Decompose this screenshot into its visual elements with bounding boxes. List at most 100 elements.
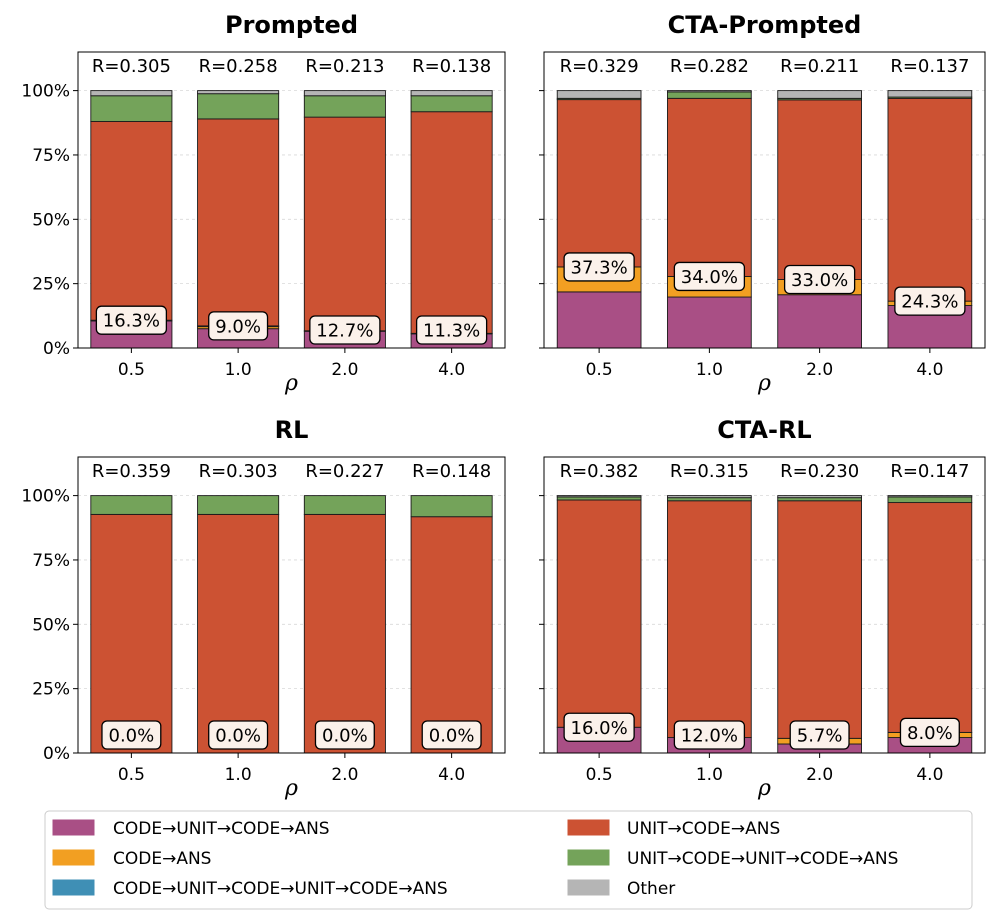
legend-label-unit-code-ans: UNIT→CODE→ANS [627,819,780,839]
bar-segment-other [90,90,173,97]
share-annotation-box [563,712,635,742]
panel-title: RL [275,416,309,444]
y-tick-label: 25% [32,275,70,295]
r-value-label: R=0.211 [780,56,859,77]
legend-frame [44,810,973,910]
x-axis-label: ρ [284,776,298,801]
x-tick-label: 0.5 [586,765,613,785]
bar-segment-unit-code-unit-code-ans [303,495,386,515]
bar-segment-unit-code-unit-code-ans [197,93,280,120]
bar-segment-unit-code-ans [90,121,173,321]
x-tick-label: 2.0 [806,765,833,785]
bar-segment-unit-code-unit-code-ans [556,496,642,501]
bar-segment-unit-code-unit-code-ans [303,95,386,118]
share-annotation-box [673,720,746,750]
x-tick-label: 0.5 [586,360,613,380]
share-annotation-box [314,720,375,750]
share-annotation-label: 33.0% [791,270,848,291]
bar-segment-unit-code-ans [777,99,862,280]
y-tick-label: 100% [21,82,70,102]
r-value-label: R=0.329 [560,56,639,77]
legend-swatch-other [566,878,611,897]
x-axis-label: ρ [757,776,771,801]
y-tick-label: 0% [43,744,70,764]
y-tick-label: 75% [32,551,70,571]
x-tick-label: 4.0 [438,360,465,380]
legend-swatch-unit-code-unit-code-ans [566,848,611,867]
share-annotation-label: 0.0% [322,726,368,747]
share-annotation-label: 5.7% [797,726,843,747]
plot-frame [77,51,506,349]
bar-segment-unit-code-unit-code-ans [90,495,173,515]
bar-segment-other [556,495,642,498]
r-value-label: R=0.382 [560,461,639,482]
panel-title: Prompted [225,11,358,39]
share-annotation-box [415,315,488,345]
bar-segment-other [887,495,973,498]
bar-segment-unit-code-ans [887,502,973,733]
panel-rl: 0% 25% 50% 75% 100% 0.5 R=0.359 0.0% 1.0 R=0.303 0… [21,416,506,801]
r-value-label: R=0.282 [670,56,749,77]
panel-title: CTA-Prompted [668,11,862,39]
bar-segment-unit-code-unit-code-ans [887,496,973,504]
bar-segment-code-unit-code-ans [777,294,862,349]
x-tick-label: 1.0 [225,360,252,380]
y-tick-label: 0% [43,339,70,359]
bar-segment-unit-code-ans [667,500,752,739]
share-annotation-label: 0.0% [109,726,155,747]
r-value-label: R=0.213 [305,56,384,77]
r-value-label: R=0.230 [780,461,859,482]
legend-swatch-unit-code-ans [566,818,611,837]
r-value-label: R=0.148 [412,461,491,482]
share-annotation-label: 0.0% [429,726,475,747]
bar-segment-unit-code-unit-code-ans [777,497,862,502]
y-tick-label: 50% [32,210,70,230]
bar-segment-unit-code-ans [777,500,862,739]
bar-segment-unit-code-ans [556,99,642,268]
r-value-label: R=0.227 [305,461,384,482]
share-annotation-label: 9.0% [215,316,261,337]
plot-frame [543,456,986,754]
legend-label-code-ans: CODE→ANS [113,849,211,869]
bar-segment-other [667,495,752,499]
bar-segment-code-unit-code-ans [556,291,642,349]
bar-segment-unit-code-unit-code-ans [90,95,173,122]
x-tick-label: 1.0 [696,765,723,785]
bar-segment-other [777,495,862,499]
x-tick-label: 2.0 [331,360,358,380]
r-value-label: R=0.305 [92,56,171,77]
share-annotation-label: 12.7% [316,321,373,342]
share-annotation-label: 12.0% [681,726,738,747]
share-annotation-box [208,720,269,750]
panel-cta-prompted: 0.5 R=0.329 37.3% 1.0 R=0.282 34.0% 2.0 R=0.211… [539,11,986,396]
bar-segment-unit-code-ans [556,499,642,728]
share-annotation-label: 11.3% [423,321,480,342]
share-annotation-box [783,264,856,295]
bar-segment-unit-code-ans [197,513,280,754]
bar-segment-other [197,90,280,95]
panel-title: CTA-RL [717,416,811,444]
bar-segment-unit-code-ans [197,118,280,327]
y-tick-label: 50% [32,615,70,635]
share-annotation-label: 24.3% [901,292,958,313]
x-axis-label: ρ [757,371,771,396]
legend-swatch-code-unit-code-unit-code-ans [51,878,96,897]
x-tick-label: 2.0 [806,360,833,380]
r-value-label: R=0.138 [412,56,491,77]
share-annotation-label: 37.3% [571,257,628,278]
x-tick-label: 2.0 [331,765,358,785]
legend-label-other: Other [627,879,675,899]
share-annotation-box [899,717,960,748]
share-annotation-label: 34.0% [681,267,738,288]
bar-segment-unit-code-ans [303,116,386,332]
bar-segment-unit-code-unit-code-ans [197,495,280,515]
share-annotation-box [95,305,168,335]
panel-cta-rl: 0.5 R=0.382 16.0% 1.0 R=0.315 12.0% 2.0 R=0.230… [539,416,986,801]
bar-segment-unit-code-ans [410,111,493,334]
legend-label-code-unit-code-unit-code-ans: CODE→UNIT→CODE→UNIT→CODE→ANS [113,879,448,899]
x-tick-label: 4.0 [916,765,943,785]
share-annotation-label: 16.3% [103,311,160,332]
share-annotation-label: 8.0% [907,723,953,744]
panel-prompted: 0% 25% 50% 75% 100% 0.5 R=0.305 16.3% 1.0 R=0.258… [21,11,506,396]
